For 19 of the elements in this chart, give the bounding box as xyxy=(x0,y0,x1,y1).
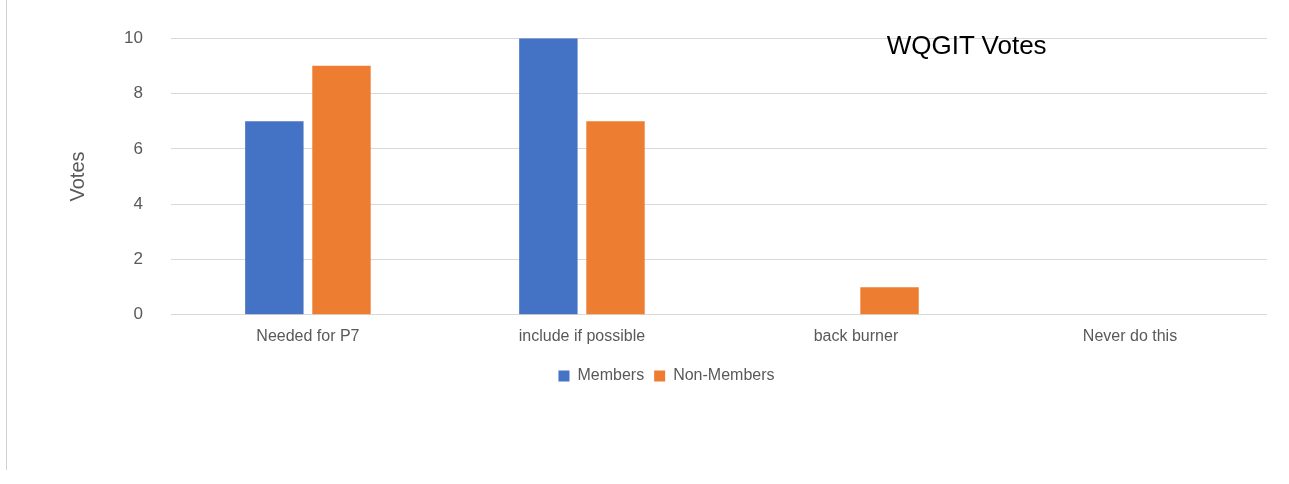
y-tick-label: 0 xyxy=(133,304,143,324)
y-tick-label: 6 xyxy=(133,138,143,158)
legend-label: Non-Members xyxy=(673,366,775,384)
bar xyxy=(860,287,919,315)
bar xyxy=(245,121,304,315)
x-tick-label: back burner xyxy=(813,326,899,344)
chart-title: WQGIT Votes xyxy=(886,30,1047,61)
bar xyxy=(519,38,578,315)
y-axis-title: Votes xyxy=(65,151,88,202)
y-tick-label: 2 xyxy=(133,249,143,269)
y-tick-label: 10 xyxy=(123,27,143,47)
bar xyxy=(586,121,645,315)
legend-label: Members xyxy=(577,366,645,384)
y-tick-label: 8 xyxy=(133,83,143,103)
bar xyxy=(312,65,371,315)
x-tick-label: Needed for P7 xyxy=(256,326,360,344)
y-tick-label: 4 xyxy=(133,193,143,213)
x-tick-label: include if possible xyxy=(518,326,646,344)
x-tick-label: Never do this xyxy=(1082,326,1178,344)
